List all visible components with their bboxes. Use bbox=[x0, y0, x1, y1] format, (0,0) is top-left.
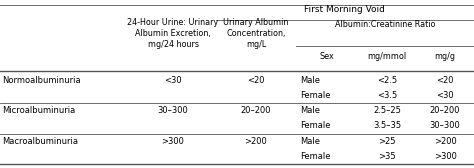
Text: Female: Female bbox=[300, 91, 330, 100]
Text: Albumin:Creatinine Ratio: Albumin:Creatinine Ratio bbox=[335, 20, 436, 29]
Text: Male: Male bbox=[300, 106, 320, 115]
Text: >25: >25 bbox=[378, 137, 396, 146]
Text: >300: >300 bbox=[434, 152, 456, 161]
Text: Sex: Sex bbox=[319, 52, 335, 61]
Text: >35: >35 bbox=[378, 152, 396, 161]
Text: <30: <30 bbox=[164, 76, 182, 85]
Text: <2.5: <2.5 bbox=[377, 76, 397, 85]
Text: Female: Female bbox=[300, 152, 330, 161]
Text: 20–200: 20–200 bbox=[430, 106, 460, 115]
Text: Male: Male bbox=[300, 76, 320, 85]
Text: Female: Female bbox=[300, 121, 330, 131]
Text: Normoalbuminuria: Normoalbuminuria bbox=[2, 76, 81, 85]
Text: 24-Hour Urine: Urinary
Albumin Excretion,
mg/24 hours: 24-Hour Urine: Urinary Albumin Excretion… bbox=[128, 18, 219, 49]
Text: 20–200: 20–200 bbox=[241, 106, 271, 115]
Text: >200: >200 bbox=[434, 137, 456, 146]
Text: mg/mmol: mg/mmol bbox=[367, 52, 407, 61]
Text: 30–300: 30–300 bbox=[158, 106, 188, 115]
Text: Urinary Albumin
Concentration,
mg/L: Urinary Albumin Concentration, mg/L bbox=[223, 18, 289, 49]
Text: First Morning Void: First Morning Void bbox=[304, 5, 385, 14]
Text: <20: <20 bbox=[437, 76, 454, 85]
Text: 30–300: 30–300 bbox=[430, 121, 460, 131]
Text: 2.5–25: 2.5–25 bbox=[373, 106, 401, 115]
Text: <20: <20 bbox=[247, 76, 264, 85]
Text: Male: Male bbox=[300, 137, 320, 146]
Text: <3.5: <3.5 bbox=[377, 91, 397, 100]
Text: mg/g: mg/g bbox=[435, 52, 456, 61]
Text: <30: <30 bbox=[436, 91, 454, 100]
Text: Microalbuminuria: Microalbuminuria bbox=[2, 106, 75, 115]
Text: 3.5–35: 3.5–35 bbox=[373, 121, 401, 131]
Text: >200: >200 bbox=[245, 137, 267, 146]
Text: Macroalbuminuria: Macroalbuminuria bbox=[2, 137, 78, 146]
Text: >300: >300 bbox=[162, 137, 184, 146]
